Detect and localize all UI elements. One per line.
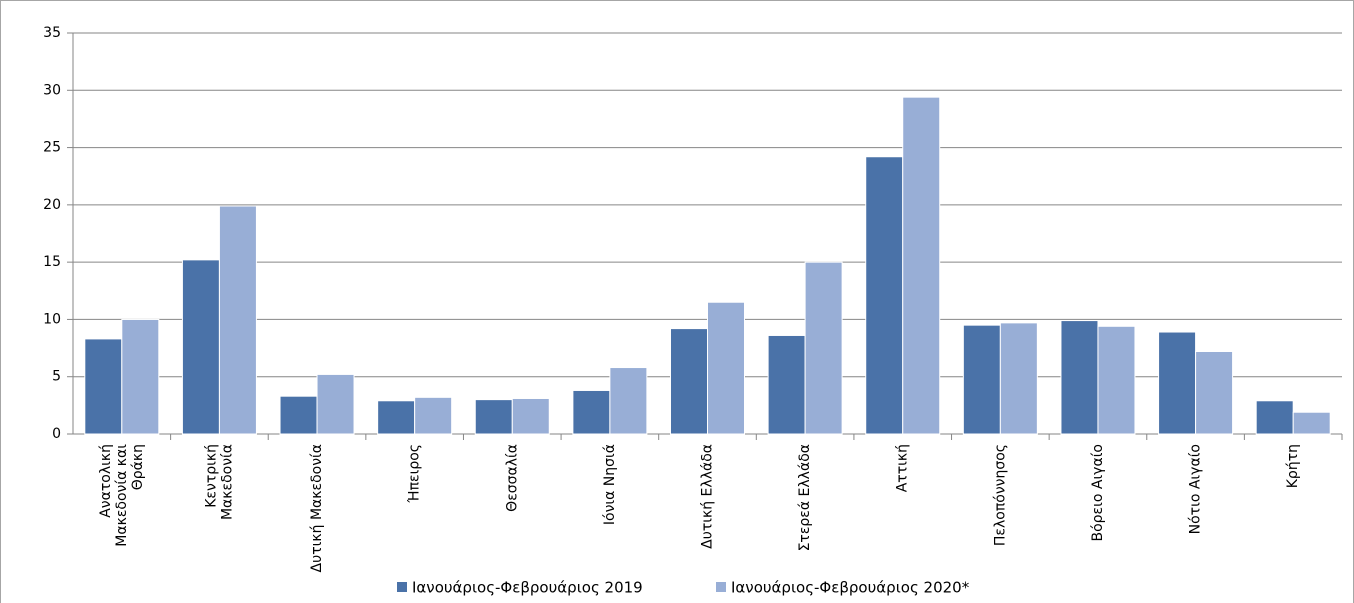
legend-label: Ιανουάριος-Φεβρουάριος 2020* [731,579,970,597]
bar [999,322,1038,435]
y-tick-label: 0 [52,426,61,442]
x-tick-label: Θεσσαλία [504,444,521,512]
bar [572,389,611,435]
x-tick-label: Δυτική Ελλάδα [699,444,716,549]
bar [1292,411,1331,435]
bar [316,373,355,435]
legend-marker [397,582,407,592]
bar [474,399,513,435]
bar [962,324,1001,435]
bar [1255,400,1294,435]
x-tick-label: Νότιο Αιγαίο [1187,444,1204,535]
legend-label: Ιανουάριος-Φεβρουάριος 2019 [412,579,643,597]
y-tick-label: 35 [43,25,61,41]
bar [804,261,843,435]
bar [84,338,123,435]
bar [511,397,550,435]
y-tick-label: 20 [43,197,61,213]
bar [1097,325,1136,435]
bar [1060,320,1099,435]
bar [609,367,648,435]
y-tick-label: 30 [43,82,61,98]
bar [902,96,941,435]
x-tick-label: Στερεά Ελλάδα [797,444,814,552]
x-tick-label: Ιόνια Νησιά [601,444,618,526]
x-tick-label: Αττική [894,444,911,493]
x-tick-label: Κεντρική Μακεδονία [203,444,236,521]
bar [279,395,318,435]
y-tick-label: 10 [43,311,61,327]
x-tick-label: Πελοπόννησος [992,444,1009,547]
x-tick-label: Ήπειρος [406,444,423,503]
bar [670,328,708,435]
legend-marker [716,582,726,592]
y-tick-label: 15 [43,254,61,270]
bar [181,259,220,435]
bar [121,318,160,435]
x-tick-label: Δυτική Μακεδονία [309,444,326,573]
bar [1195,351,1234,435]
x-tick-label: Βόρειο Αιγαίο [1089,444,1106,542]
bar [377,400,416,435]
bar [767,334,806,435]
bar [865,156,904,435]
bar [707,301,745,435]
x-tick-label: Κρήτη [1285,444,1302,489]
x-tick-label: Ανατολική Μακεδονία και Θράκη [97,444,146,547]
bar [218,205,257,435]
bar [1158,331,1197,435]
y-tick-label: 5 [52,369,61,385]
bar [414,396,453,435]
y-tick-label: 25 [43,140,61,156]
